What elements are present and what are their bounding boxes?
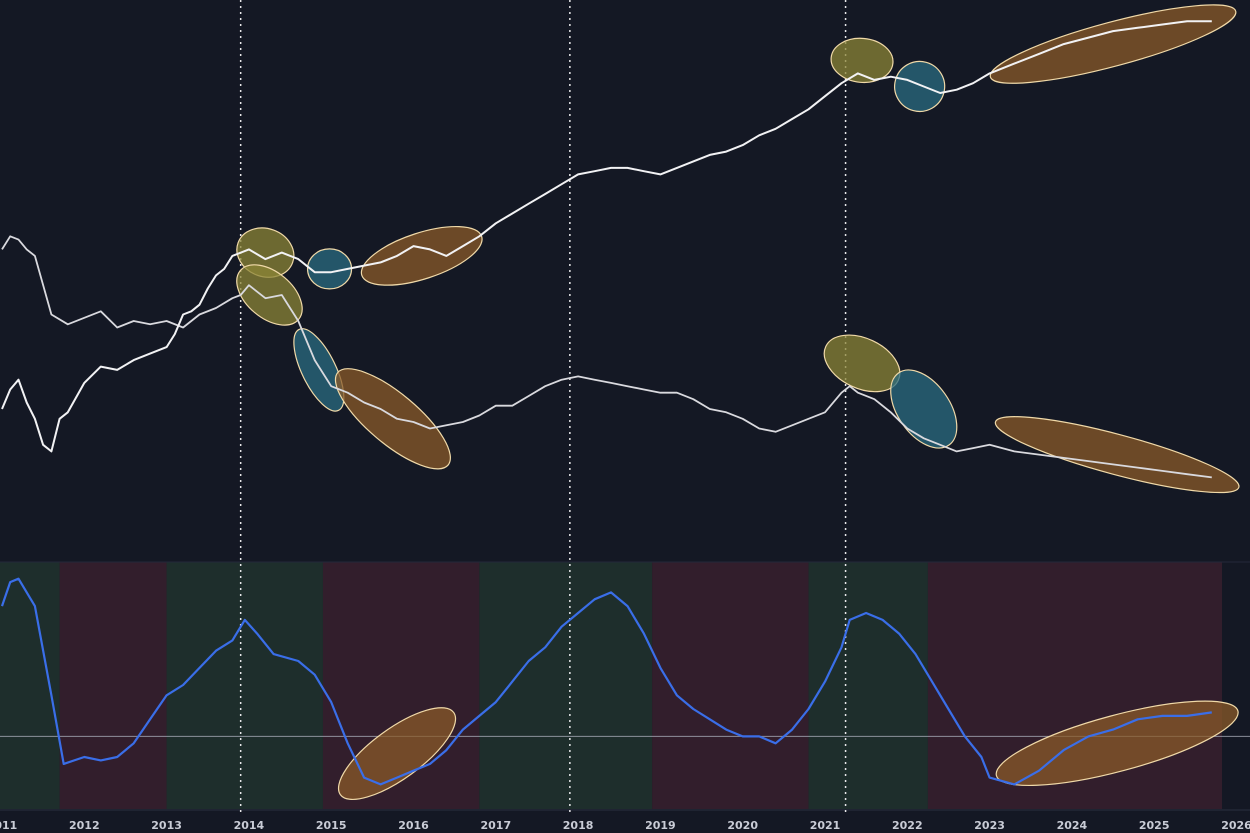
phase-grind-ellipse <box>334 368 451 470</box>
x-tick-label: 2022 <box>892 819 923 832</box>
x-tick-label: 2025 <box>1139 819 1170 832</box>
x-tick-label: 2018 <box>563 819 594 832</box>
x-tick-label: 2023 <box>974 819 1005 832</box>
phase-grind-ellipse <box>995 700 1239 787</box>
regime-band-bear <box>652 562 809 809</box>
regime-band-bull <box>479 562 653 809</box>
phase-top-ellipse <box>830 37 894 84</box>
x-tick-label: 2016 <box>398 819 429 832</box>
phase-grind-ellipse <box>360 225 483 286</box>
series-lines <box>0 20 1212 786</box>
x-tick-label: 2019 <box>645 819 676 832</box>
oscillator-line <box>0 577 1212 786</box>
x-tick-label: 2015 <box>316 819 347 832</box>
phase-grind-ellipse <box>989 4 1237 84</box>
x-tick-label: 2012 <box>69 819 100 832</box>
regime-band-bull <box>166 562 323 809</box>
x-tick-label: 2014 <box>234 819 265 832</box>
regime-band-bull <box>808 562 928 809</box>
x-tick-label: 2011 <box>0 819 17 832</box>
secondary-ratio-line <box>1 235 1212 479</box>
x-tick-label: 2020 <box>727 819 758 832</box>
phase-drop-ellipse <box>293 328 345 412</box>
x-tick-label: 2024 <box>1057 819 1088 832</box>
phase-top-ellipse <box>236 264 303 326</box>
x-tick-label: 2013 <box>151 819 182 832</box>
regime-band-bear <box>59 562 167 809</box>
x-tick-label: 2021 <box>810 819 841 832</box>
x-tick-label: 2026 <box>1221 819 1250 832</box>
price-line <box>1 20 1212 453</box>
phase-grind-ellipse <box>337 707 457 801</box>
x-axis: 2011 2012 2013 2014 2015 2016 2017 2018 2019 2020… <box>0 819 1250 832</box>
x-tick-label: 2017 <box>480 819 511 832</box>
